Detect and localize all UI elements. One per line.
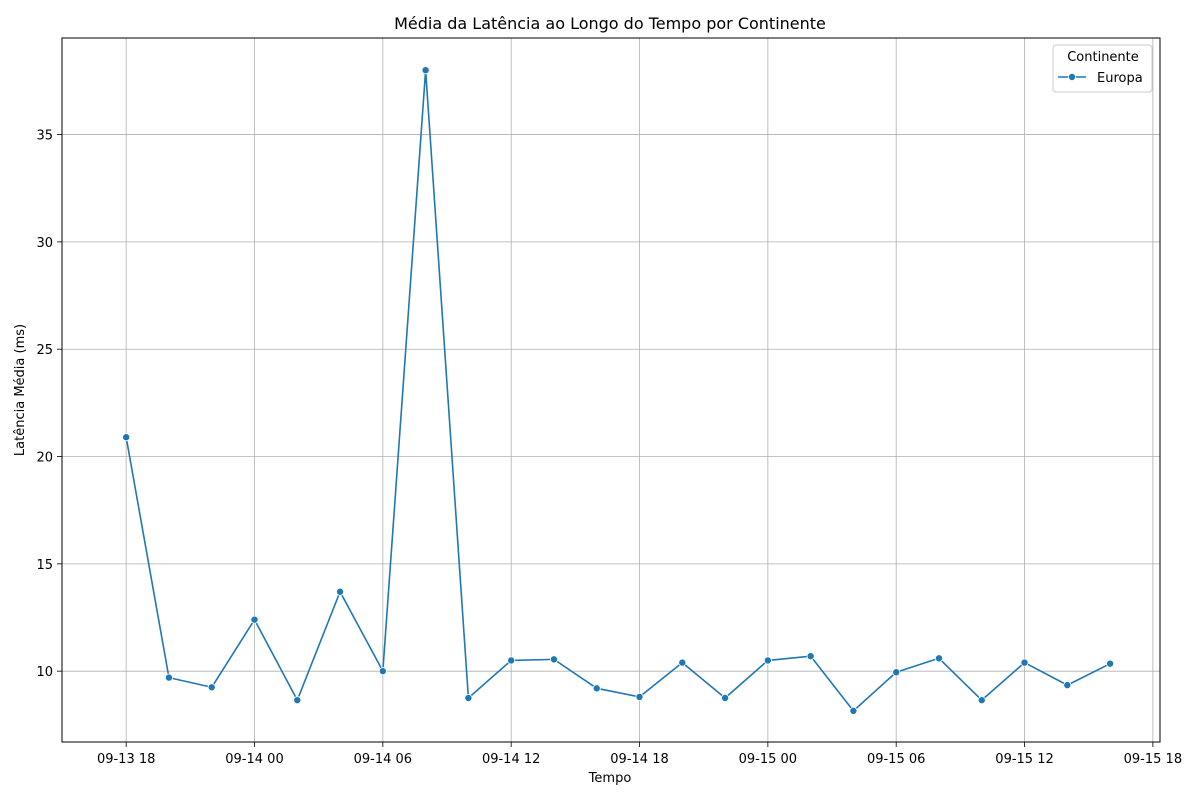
data-point [763,656,772,665]
x-axis: 09-13 18 09-14 00 09-14 06 09-14 12 09-14 18… [97,742,1182,767]
chart-title: Média da Latência ao Longo do Tempo por … [394,14,826,33]
data-point [507,656,516,665]
x-tick-label: 09-15 18 [1124,752,1182,767]
series-layer [122,66,1115,715]
legend-marker [1068,73,1077,82]
x-tick-label: 09-15 00 [739,752,797,767]
plot-frame [61,37,1161,743]
data-point [336,587,345,596]
data-point [892,668,901,677]
data-point [635,692,644,701]
data-point [122,433,131,442]
y-axis-label: Latência Média (ms) [13,324,28,456]
x-axis-label: Tempo [588,771,632,786]
y-tick-label: 25 [36,343,53,358]
y-tick-label: 35 [36,129,53,144]
y-tick-label: 15 [36,558,53,573]
y-axis: 10 15 20 25 30 35 [36,129,62,680]
x-tick-label: 09-14 00 [225,752,283,767]
x-tick-label: 09-14 18 [610,752,668,767]
data-point [464,694,473,703]
data-point [164,673,173,682]
data-point [293,696,302,705]
data-point [592,684,601,693]
data-point [250,615,259,624]
x-tick-label: 09-15 06 [867,752,925,767]
data-point [378,667,387,676]
legend-label-europa: Europa [1097,71,1143,86]
legend-box [1052,44,1153,93]
y-tick-label: 20 [36,451,53,466]
data-point [1020,658,1029,667]
y-tick-label: 30 [36,236,53,251]
data-point [721,694,730,703]
data-point [1063,681,1072,690]
series-line-europa [125,69,1111,712]
data-point [1106,659,1115,668]
data-point [549,655,558,664]
data-point [849,706,858,715]
data-point [421,66,430,75]
data-point [678,658,687,667]
grid-lines [62,38,1160,742]
legend-title: Continente [1067,50,1139,65]
data-point [207,683,216,692]
legend: Continente Europa [1052,44,1153,93]
x-tick-label: 09-15 12 [995,752,1053,767]
data-point [977,696,986,705]
x-tick-label: 09-14 06 [354,752,412,767]
data-point [934,654,943,663]
x-tick-label: 09-14 12 [482,752,540,767]
y-tick-label: 10 [36,665,53,680]
x-tick-label: 09-13 18 [97,752,155,767]
data-point [806,652,815,661]
